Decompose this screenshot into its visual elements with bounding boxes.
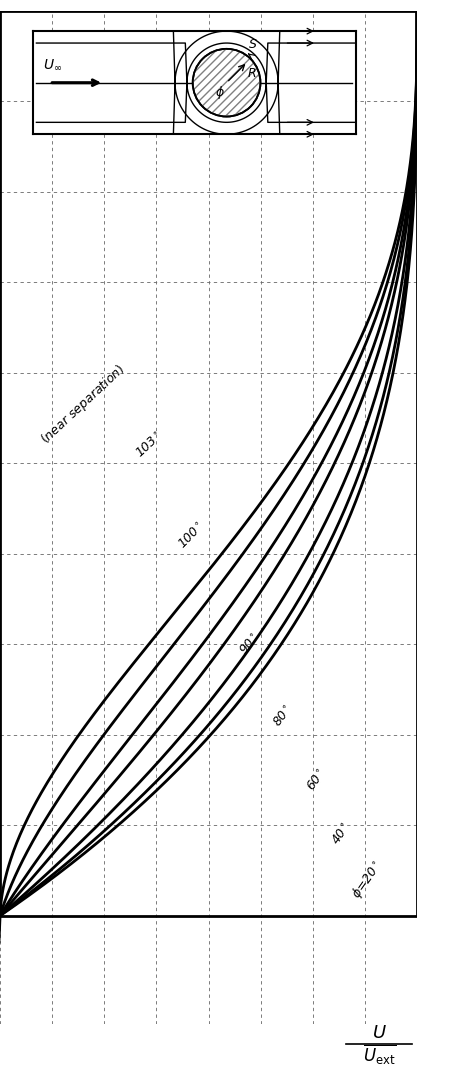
Text: $U$: $U$	[372, 1024, 387, 1041]
Text: 100$^\circ$: 100$^\circ$	[176, 520, 208, 552]
Text: $U_\infty$: $U_\infty$	[43, 58, 62, 73]
Text: $\overline{U_{\mathrm{ext}}}$: $\overline{U_{\mathrm{ext}}}$	[363, 1042, 396, 1066]
Text: $S$: $S$	[248, 37, 257, 51]
Text: $\phi$=20$^\circ$: $\phi$=20$^\circ$	[348, 857, 386, 902]
Text: 80$^\circ$: 80$^\circ$	[271, 703, 296, 730]
Text: 103$^\circ$: 103$^\circ$	[134, 430, 166, 461]
Text: 40$^\circ$: 40$^\circ$	[330, 821, 354, 848]
Text: 60$^\circ$: 60$^\circ$	[305, 766, 329, 794]
Text: $(near\ separation)$: $(near\ separation)$	[37, 361, 129, 448]
Text: $R$: $R$	[246, 67, 256, 80]
Bar	[0, 11, 417, 915]
Text: $\phi$: $\phi$	[215, 84, 224, 101]
Circle shape	[193, 49, 260, 116]
Text: 90$^\circ$: 90$^\circ$	[237, 631, 263, 657]
